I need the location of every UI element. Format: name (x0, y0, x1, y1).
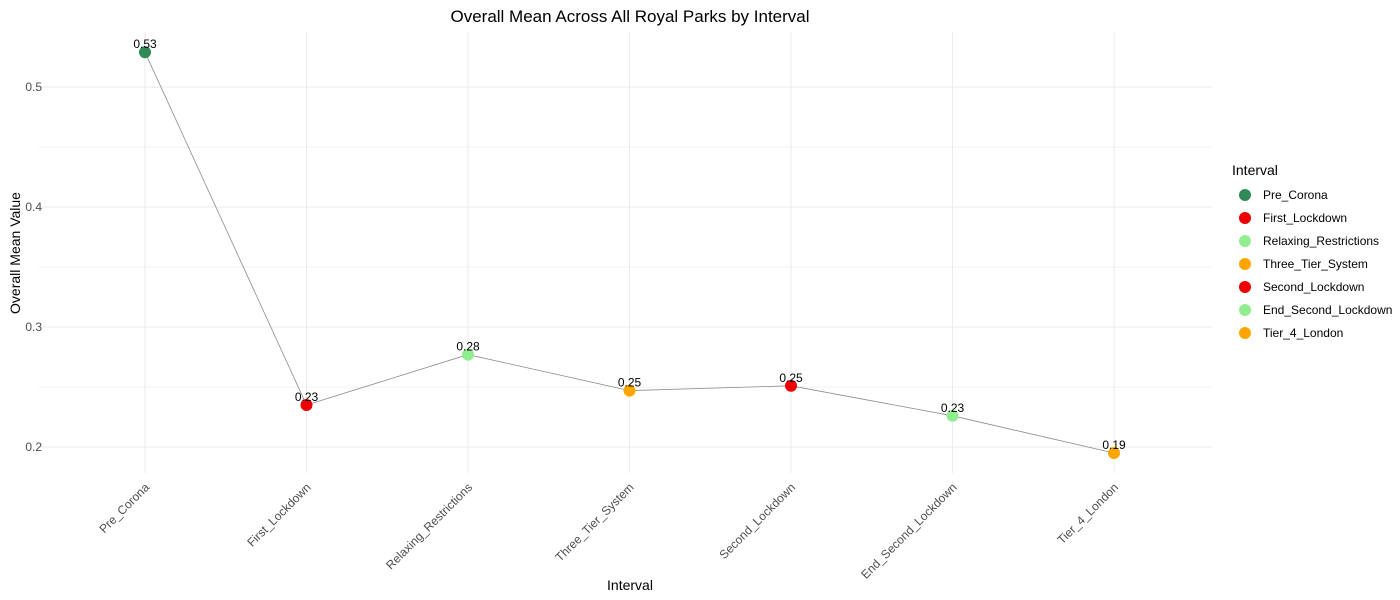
x-tick-label: Relaxing_Restrictions (383, 480, 475, 572)
data-point (623, 384, 636, 397)
legend-key (1239, 235, 1251, 247)
y-axis-ticks: 0.2 0.3 0.4 0.5 (25, 80, 42, 454)
legend: Interval Pre_Corona First_Lockdown Relaxin… (1232, 162, 1392, 340)
x-tick-label: Pre_Corona (96, 480, 152, 536)
legend-label: Relaxing_Restrictions (1263, 234, 1379, 248)
data-label: 0.53 (133, 37, 157, 51)
data-label: 0.23 (941, 401, 965, 415)
x-tick-label: End_Second_Lockdown (858, 480, 959, 581)
x-tick-label: Second_Lockdown (717, 480, 799, 562)
legend-title: Interval (1232, 162, 1278, 178)
data-label: 0.23 (295, 390, 319, 404)
legend-key (1239, 258, 1251, 270)
legend-key (1239, 189, 1251, 201)
legend-label: End_Second_Lockdown (1263, 303, 1392, 317)
y-tick-label: 0.2 (25, 440, 42, 454)
data-point (785, 379, 797, 392)
y-tick-label: 0.4 (25, 200, 42, 214)
data-label: 0.25 (779, 371, 803, 385)
y-tick-label: 0.3 (25, 320, 42, 334)
x-tick-label: Tier_4_London (1054, 480, 1121, 547)
legend-key (1239, 304, 1251, 316)
data-point (300, 399, 313, 411)
y-tick-label: 0.5 (25, 80, 42, 94)
legend-key (1239, 212, 1251, 224)
legend-label: Pre_Corona (1263, 188, 1328, 202)
x-axis-ticks: Pre_Corona First_Lockdown Relaxing_Restric… (96, 480, 1121, 582)
data-label: 0.19 (1102, 438, 1126, 452)
chart-title: Overall Mean Across All Royal Parks by I… (450, 7, 809, 26)
x-axis-title: Interval (607, 577, 653, 593)
x-tick-label: Three_Tier_System (553, 480, 637, 564)
legend-key (1239, 281, 1251, 293)
x-tick-label: First_Lockdown (244, 480, 313, 549)
data-point (1108, 447, 1120, 459)
legend-label: First_Lockdown (1263, 211, 1347, 225)
legend-label: Three_Tier_System (1263, 257, 1368, 271)
legend-label: Second_Lockdown (1263, 280, 1364, 294)
legend-key (1239, 327, 1251, 339)
y-axis-title: Overall Mean Value (7, 192, 23, 314)
data-points (139, 46, 1120, 459)
data-labels: 0.53 0.23 0.28 0.25 0.25 0.23 0.19 (133, 37, 1126, 452)
data-point (462, 348, 474, 361)
grid (38, 32, 1212, 473)
data-label: 0.25 (618, 376, 642, 390)
data-label: 0.28 (456, 340, 480, 354)
data-point (139, 46, 151, 59)
data-point (946, 409, 959, 422)
legend-label: Tier_4_London (1263, 326, 1343, 340)
